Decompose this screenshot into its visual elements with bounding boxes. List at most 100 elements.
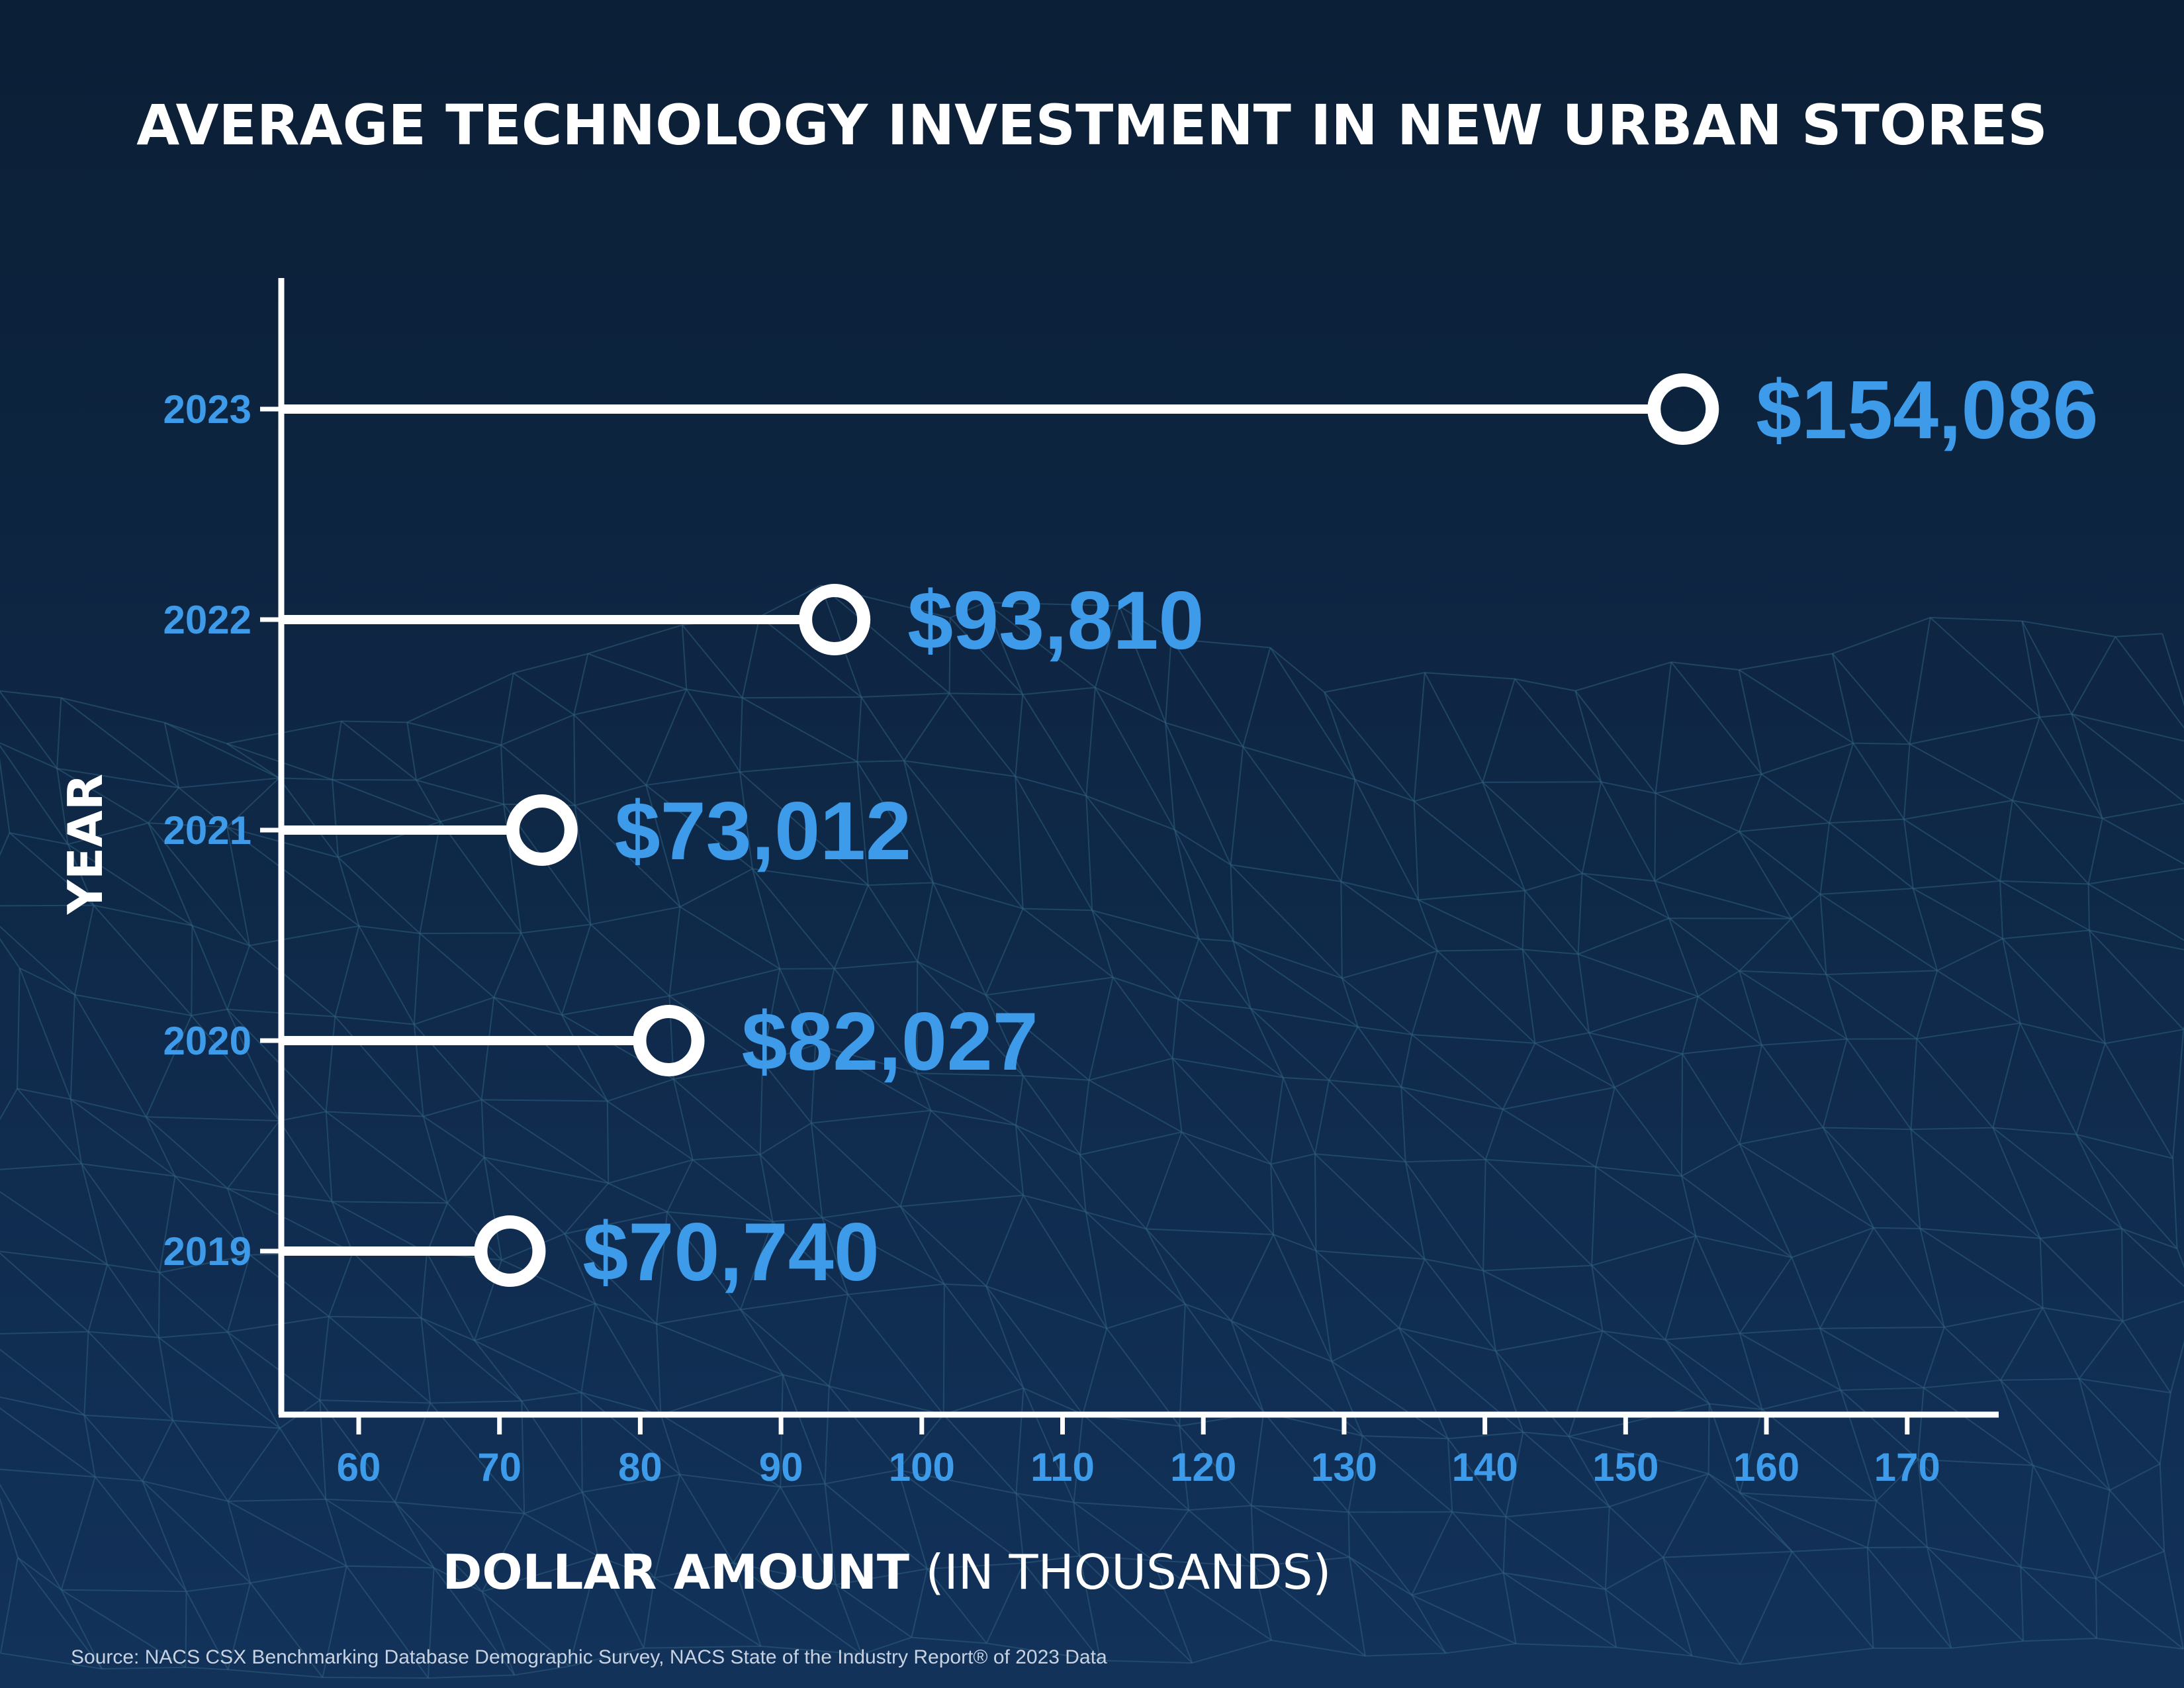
mesh-line [1015, 694, 1024, 777]
mesh-line [483, 1156, 565, 1235]
mesh-line [1682, 996, 1699, 1055]
mesh-line [1199, 938, 1234, 942]
mesh-line [1577, 873, 1583, 955]
mesh-line [1696, 1235, 1792, 1258]
mesh-line [420, 1317, 475, 1341]
mesh-line [146, 1116, 280, 1122]
mesh-line [668, 995, 763, 1063]
mesh-line [67, 844, 95, 906]
mesh-line [933, 882, 1023, 910]
mesh-line [227, 1583, 251, 1670]
mesh-line [0, 1252, 89, 1333]
mesh-line [856, 761, 934, 883]
mesh-line [739, 1221, 774, 1310]
mesh-line [829, 1385, 944, 1415]
mesh-line [481, 1591, 516, 1675]
mesh-line [1668, 917, 1792, 919]
mesh-line [1185, 1303, 1232, 1322]
mesh-line [226, 777, 280, 828]
mesh-line [325, 1499, 347, 1567]
mesh-line [985, 1285, 1107, 1329]
mesh-line [1230, 1321, 1265, 1413]
mesh-line [148, 822, 250, 947]
mesh-line [673, 1078, 761, 1156]
mesh-line [1331, 1360, 1449, 1440]
mesh-line [580, 1303, 596, 1393]
mesh-line [1250, 1008, 1358, 1028]
mesh-line [1698, 970, 1740, 998]
mesh-line [1482, 782, 1583, 874]
mesh-line [588, 624, 683, 655]
mesh-line [834, 961, 918, 970]
mesh-line [2075, 1134, 2123, 1229]
mesh-line [811, 1109, 931, 1124]
mesh-line [751, 868, 781, 969]
mesh-line [2115, 636, 2184, 729]
mesh-line [56, 698, 62, 769]
mesh-line [1269, 647, 1356, 780]
mesh-line [1655, 880, 1792, 919]
mesh-line [1913, 880, 2001, 890]
mesh-line [142, 1480, 187, 1592]
mesh-line [394, 1403, 432, 1503]
mesh-line [1739, 669, 1854, 744]
mesh-line [582, 1491, 655, 1579]
mesh-line [332, 721, 342, 780]
mesh-line [81, 1163, 175, 1177]
mesh-line [0, 925, 75, 996]
mesh-line [2078, 1378, 2111, 1491]
mesh-line [68, 822, 149, 845]
mesh-line [1354, 779, 1419, 900]
mesh-line [174, 1176, 251, 1256]
mesh-line [1177, 938, 1200, 1000]
mesh-line [1866, 1501, 1878, 1548]
mesh-line [779, 968, 816, 1045]
mesh-line [733, 1486, 782, 1564]
mesh-line [916, 1072, 1017, 1126]
mesh-line [426, 1202, 449, 1253]
mesh-line [672, 1079, 694, 1160]
mesh-line [2021, 621, 2040, 718]
mesh-line [573, 653, 589, 715]
mesh-line [514, 1665, 570, 1676]
mesh-line [2176, 1248, 2184, 1268]
mesh-line [2079, 1378, 2171, 1393]
mesh-line [645, 688, 688, 786]
mesh-line [0, 690, 58, 769]
mesh-line [164, 722, 280, 779]
mesh-line [949, 617, 1024, 695]
mesh-line [1903, 800, 2013, 820]
mesh-line [1829, 743, 1854, 823]
mesh-line [1023, 1075, 1081, 1156]
mesh-line [782, 1374, 829, 1387]
mesh-line [1916, 1038, 1994, 1129]
mesh-line [346, 1565, 434, 1569]
data-series: $154,086 $93,810 $73,012 $82,027 $70,740 [281, 365, 2098, 1298]
mesh-line [0, 690, 62, 699]
mesh-line [742, 697, 858, 763]
mesh-line [762, 968, 781, 1062]
mesh-line [1999, 800, 2013, 882]
mesh-line [1112, 976, 1173, 1059]
mesh-line [835, 1584, 862, 1655]
mesh-line [759, 616, 862, 698]
mesh-line [1506, 1506, 1610, 1518]
mesh-line [1251, 1505, 1350, 1558]
mesh-line [1015, 1076, 1024, 1125]
mesh-line [440, 803, 504, 823]
mesh-line [1171, 1058, 1271, 1165]
mesh-line [1876, 1458, 1919, 1502]
mesh-line [1482, 1159, 1486, 1271]
mesh-line [1088, 977, 1114, 1081]
mesh-line [394, 1501, 435, 1568]
mesh-line [1079, 1154, 1147, 1230]
mesh-line [666, 1211, 741, 1310]
mesh-line [173, 1419, 280, 1429]
mesh-line [1664, 1339, 1710, 1405]
mesh-line [2169, 1340, 2184, 1393]
mesh-line [1357, 1026, 1402, 1088]
mesh-line [2078, 1378, 2161, 1465]
x-tick-label: 130 [1311, 1445, 1377, 1489]
mesh-line [772, 1221, 848, 1295]
